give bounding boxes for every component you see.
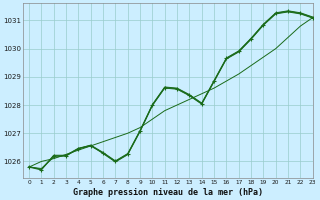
X-axis label: Graphe pression niveau de la mer (hPa): Graphe pression niveau de la mer (hPa) [73, 188, 263, 197]
